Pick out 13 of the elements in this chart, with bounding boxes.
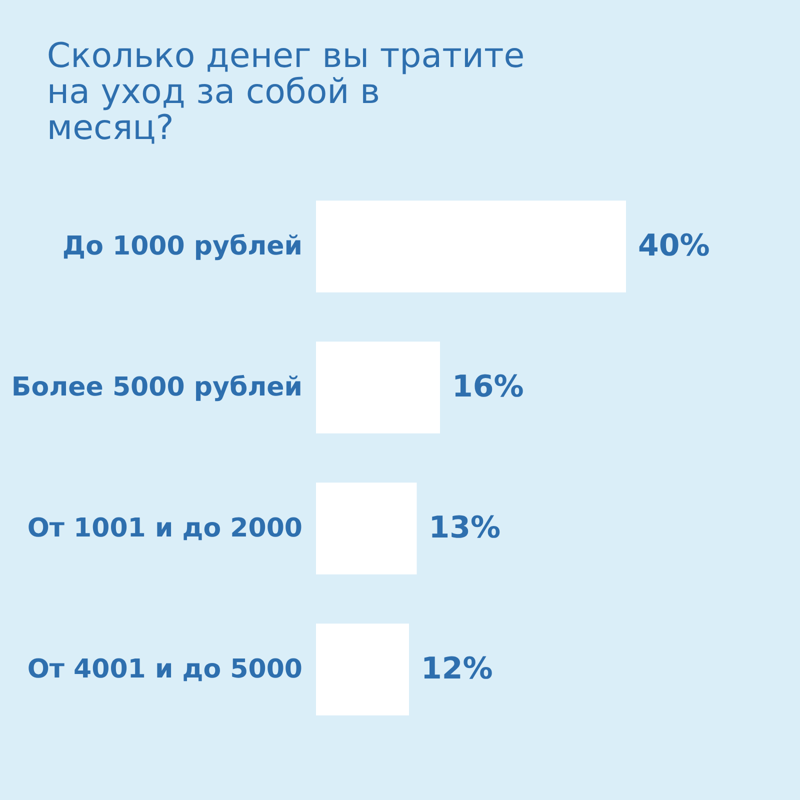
- y-tick-label: До 1000 рублей: [62, 232, 302, 262]
- bar: [316, 482, 417, 574]
- chart-title: Сколько денег вы тратите на уход за собой в месяц?: [46, 36, 525, 148]
- data-label: 12%: [421, 652, 493, 686]
- y-tick-label: Более 5000 рублей: [11, 372, 302, 402]
- data-label: 40%: [638, 228, 710, 264]
- y-tick-label: От 1001 и до 2000: [27, 514, 302, 544]
- data-label: 16%: [452, 370, 524, 404]
- y-tick-label: От 4001 и до 5000: [27, 654, 302, 684]
- bar: [316, 624, 409, 716]
- data-label: 13%: [428, 510, 501, 546]
- bar: [316, 342, 440, 434]
- bar: [316, 200, 626, 292]
